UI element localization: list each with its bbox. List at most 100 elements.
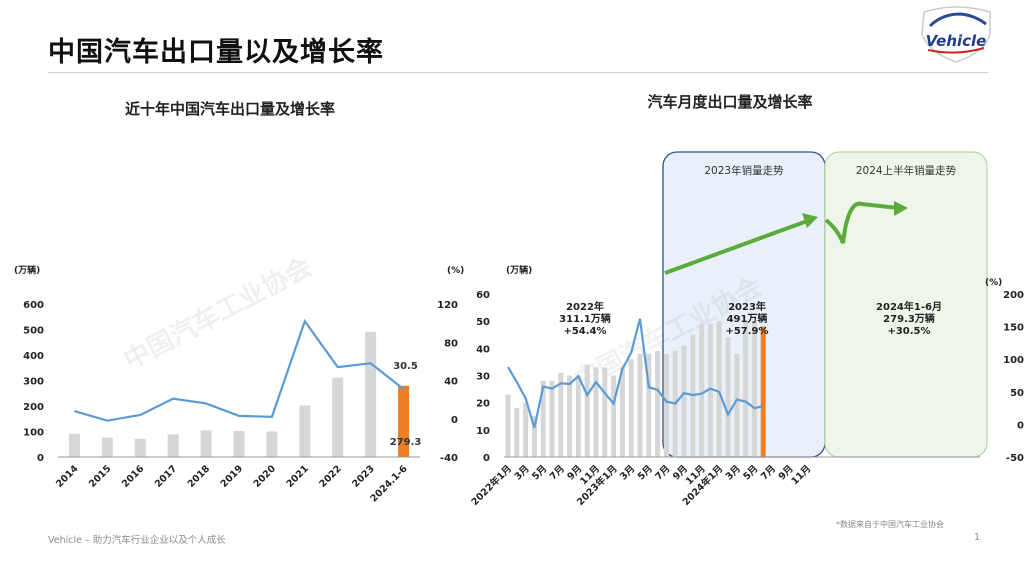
y-left-tick-label: 30 — [476, 372, 490, 383]
bar — [575, 375, 581, 457]
vehicle-logo: Vehicle — [921, 6, 991, 63]
x-tick-label: 2015 — [87, 463, 113, 489]
logo-car-roof — [928, 12, 987, 28]
bar — [716, 321, 722, 457]
x-tick-label: 2016 — [120, 463, 147, 490]
annotation: 2023年 491万辆+57.9% — [725, 300, 768, 337]
y-right-tick-label: 100 — [1003, 355, 1024, 366]
x-tick-label: 7月 — [548, 463, 567, 482]
bar — [646, 353, 652, 457]
annotation: 2024年1-6月 279.3万辆+30.5% — [876, 300, 942, 337]
x-tick-label: 2020 — [252, 463, 279, 490]
watermark: 中国汽车工业协会 — [119, 251, 317, 376]
y-left-tick-label: 40 — [476, 344, 490, 355]
bar — [68, 433, 80, 457]
bar — [663, 353, 669, 457]
x-tick-label: 2017 — [153, 463, 179, 489]
x-tick-label: 2018 — [186, 463, 213, 490]
bar — [655, 351, 661, 457]
bar — [134, 438, 146, 457]
bar — [101, 437, 113, 457]
bar — [593, 367, 599, 457]
bar — [505, 394, 511, 457]
y-right-tick-label: -50 — [1006, 453, 1024, 464]
y-left-unit: (万辆) — [14, 264, 40, 276]
page-number: 1 — [974, 532, 981, 543]
x-tick-label: 7月 — [653, 463, 672, 482]
y-left-tick-label: 300 — [23, 377, 44, 388]
bar — [611, 375, 617, 457]
y-left-tick-label: 600 — [23, 300, 44, 311]
growth-line — [74, 318, 405, 422]
y-right-tick-label: 0 — [451, 415, 458, 426]
growth-line — [507, 318, 764, 428]
y-left-tick-label: 200 — [23, 402, 44, 413]
x-tick-label: 2022 — [317, 463, 343, 489]
y-right-tick-label: 150 — [1003, 323, 1024, 334]
annotation: 2022年 311.1万辆+54.4% — [559, 300, 611, 337]
x-tick-label: 2014 — [54, 463, 81, 490]
y-left-tick-label: 500 — [23, 326, 44, 337]
data-label: 279.3 — [390, 437, 422, 448]
y-left-tick-label: 60 — [476, 290, 490, 301]
bar — [365, 331, 377, 457]
y-right-tick-label: 80 — [444, 338, 458, 349]
footer-tagline: Vehicle – 助力汽车行业企业以及个人成长 — [48, 535, 226, 546]
x-tick-label: 7月 — [759, 463, 778, 482]
bar — [628, 359, 634, 457]
bar — [514, 408, 520, 457]
bar — [233, 430, 245, 457]
x-tick-label: 5月 — [741, 463, 760, 482]
box-2023-label: 2023年销量走势 — [704, 164, 784, 177]
bar — [619, 367, 625, 457]
x-tick-label: 3月 — [513, 463, 532, 482]
bar — [523, 402, 529, 457]
bar — [734, 353, 740, 457]
x-tick-label: 5月 — [636, 463, 655, 482]
bar — [266, 431, 278, 457]
bar — [167, 434, 179, 457]
bar — [760, 326, 766, 457]
bar — [637, 353, 643, 457]
trend-arrow-2023 — [664, 218, 811, 275]
box-2024-label: 2024上半年销量走势 — [856, 164, 957, 177]
x-tick-label: 11月 — [789, 463, 813, 487]
bar — [558, 372, 564, 457]
logo-swoosh — [927, 47, 985, 54]
y-right-tick-label: 200 — [1003, 290, 1024, 301]
y-left-unit: (万辆) — [506, 264, 532, 276]
trend-arrow-2024 — [824, 201, 899, 244]
y-right-unit: (%) — [447, 266, 464, 276]
monthly-export-chart: 汽车月度出口量及增长率 2023年销量走势 2024上半年销量走势 中国汽车工业… — [469, 93, 1024, 508]
x-tick-label: 2021 — [284, 463, 310, 489]
y-left-tick-label: 100 — [23, 428, 44, 439]
bar — [751, 321, 757, 457]
bar — [602, 367, 608, 457]
bar — [567, 375, 573, 457]
bar — [681, 345, 687, 457]
y-left-tick-label: 0 — [483, 453, 490, 464]
x-tick-label: 5月 — [530, 463, 549, 482]
x-tick-label: 2019 — [219, 463, 245, 489]
bar — [540, 380, 546, 457]
source-note: *数据来自于中国汽车工业协会 — [836, 520, 944, 529]
chart-title: 近十年中国汽车出口量及增长率 — [125, 100, 335, 118]
y-right-tick-label: 0 — [1017, 420, 1024, 431]
page-title: 中国汽车出口量以及增长率 — [48, 37, 384, 68]
trend-arrow-2024-head — [894, 201, 908, 216]
y-left-tick-label: 10 — [476, 426, 490, 437]
bar — [707, 323, 713, 457]
bar — [743, 321, 749, 457]
x-tick-label: 3月 — [724, 463, 743, 482]
y-right-tick-label: -40 — [440, 453, 458, 464]
bar — [725, 337, 731, 457]
data-label: 30.5 — [393, 361, 418, 372]
y-right-unit: (%) — [985, 278, 1002, 288]
y-right-tick-label: 50 — [1010, 388, 1024, 399]
x-tick-label: 2023 — [350, 463, 376, 489]
bar — [200, 430, 212, 457]
title-divider — [48, 72, 988, 73]
y-left-tick-label: 0 — [37, 453, 44, 464]
x-tick-label: 3月 — [618, 463, 637, 482]
bar — [299, 405, 311, 457]
